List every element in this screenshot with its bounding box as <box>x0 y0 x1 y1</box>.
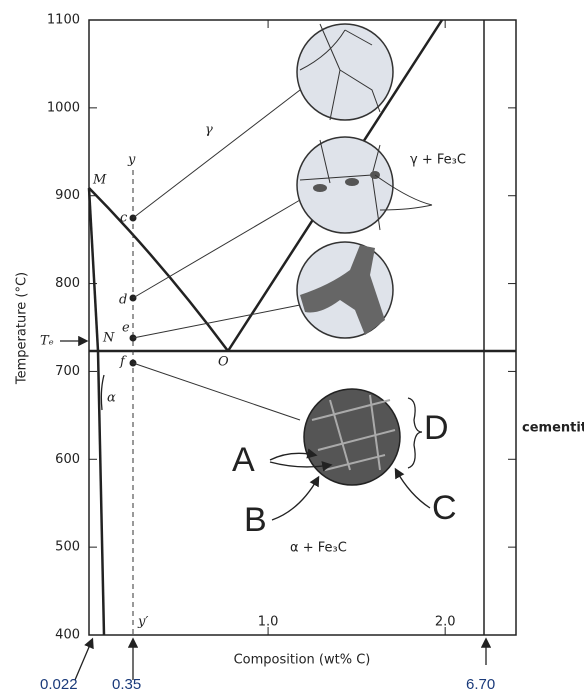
label-te: Tₑ <box>40 334 54 349</box>
label-alpha: α <box>107 391 116 406</box>
y-tick-label: 1100 <box>47 13 80 28</box>
mark-0022: 0.022 <box>40 676 78 693</box>
y-tick-label: 1000 <box>47 100 80 115</box>
label-o: O <box>218 355 229 370</box>
label-n: N <box>102 331 115 346</box>
label-gamma: γ <box>205 123 213 138</box>
y-tick-label: 800 <box>55 276 80 291</box>
alpha-gamma-line <box>89 188 98 351</box>
y-axis-label: Temperature (°C) <box>15 272 30 385</box>
y-tick-label: 700 <box>55 364 80 379</box>
label-c: c <box>120 211 128 226</box>
label-y-prime: y′ <box>137 615 148 630</box>
label-d: d <box>119 293 127 308</box>
y-tick-label: 500 <box>55 540 80 555</box>
label-gamma-fe3c: γ + Fe₃C <box>410 153 466 168</box>
label-e: e <box>122 321 130 336</box>
label-d-big: D <box>424 409 449 447</box>
label-c-big: C <box>432 489 457 527</box>
label-alpha-fe3c: α + Fe₃C <box>290 541 347 556</box>
y-tick-label: 900 <box>55 188 80 203</box>
label-m: M <box>92 173 107 188</box>
mark-035: 0.35 <box>112 676 141 693</box>
label-b: B <box>244 501 267 539</box>
mark-670: 6.70 <box>466 676 495 693</box>
y-tick-label: 400 <box>55 628 80 643</box>
x-axis-label: Composition (wt% C) <box>234 653 371 668</box>
leaders <box>133 90 300 420</box>
microstructures <box>297 24 400 485</box>
label-cementite: cementite <box>522 421 584 436</box>
label-y: y <box>127 153 136 168</box>
y-tick-label: 600 <box>55 452 80 467</box>
label-a: A <box>232 441 255 479</box>
label-f: f <box>119 355 127 370</box>
gamma-boundary <box>89 188 228 351</box>
phase-diagram: 400500600700800900100011001.02.0 Composi <box>0 0 584 695</box>
